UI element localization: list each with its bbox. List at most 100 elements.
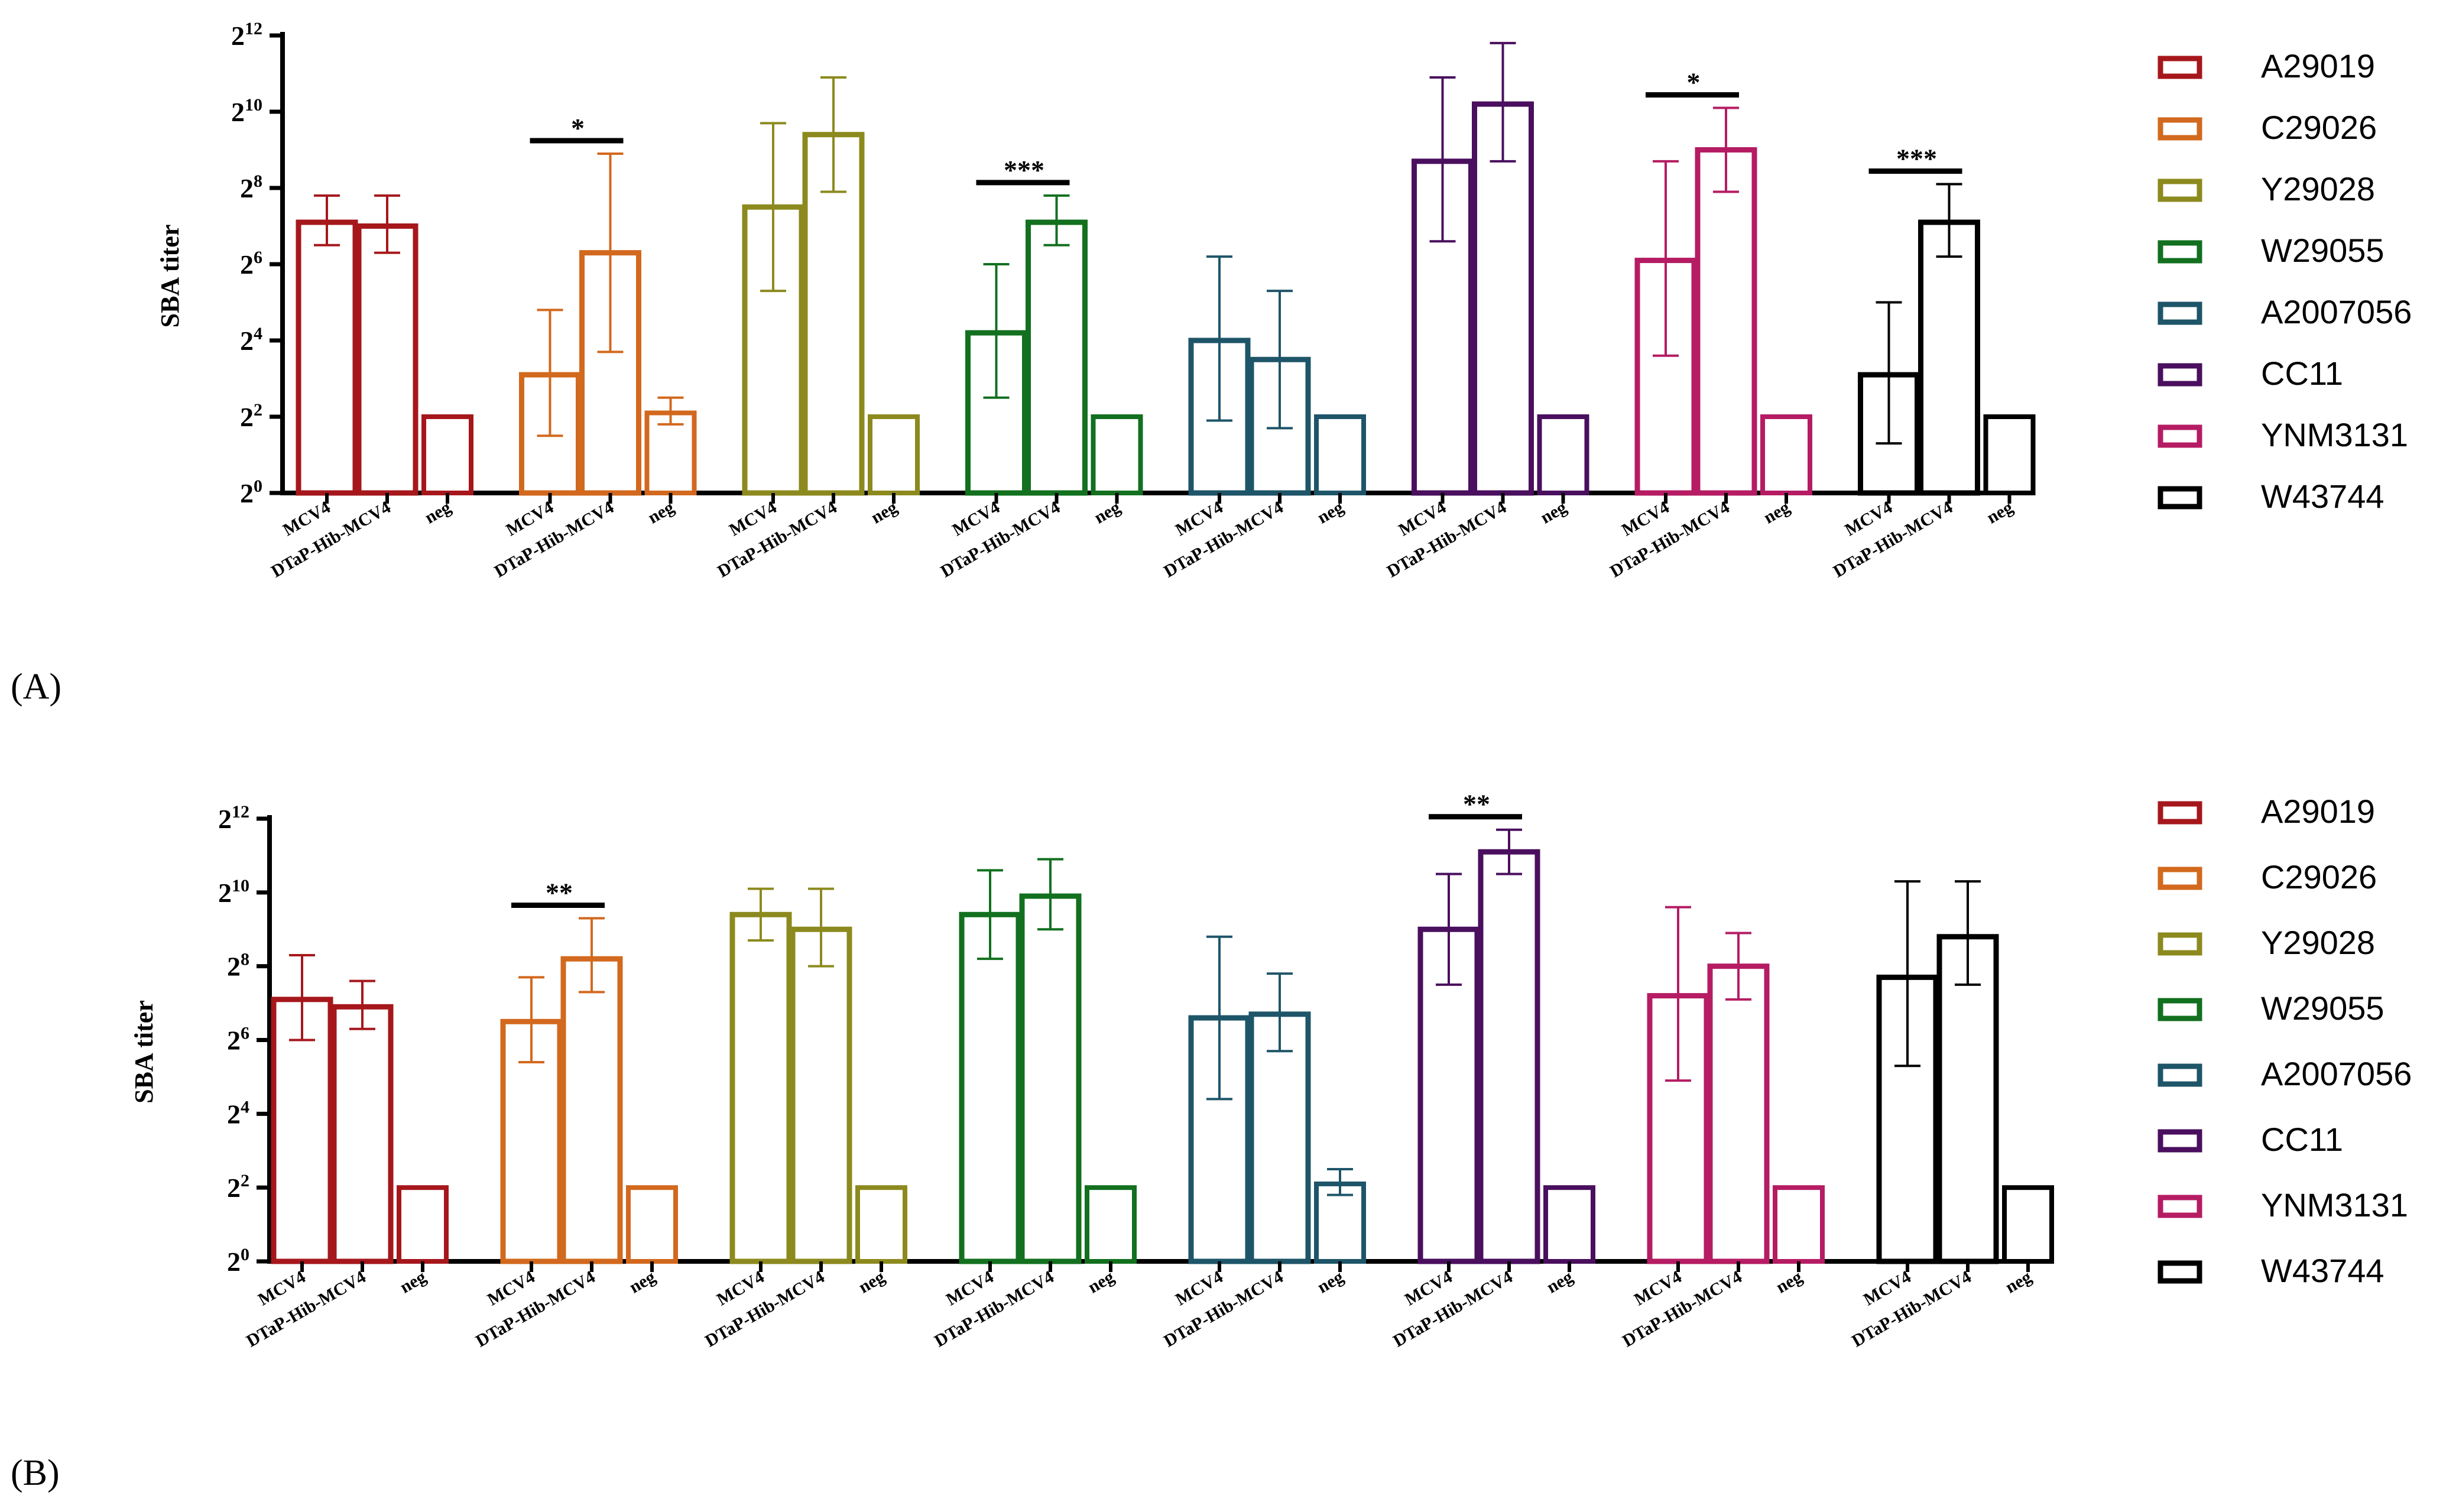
legend-label: YNM3131 (2261, 416, 2408, 453)
error-bar (1436, 872, 1462, 986)
legend-label: W43744 (2261, 1252, 2384, 1289)
legend-item: W29055 (2158, 232, 2384, 269)
x-tick-label: neg (1543, 1267, 1576, 1297)
bar-neg (1091, 414, 1143, 495)
significance-label: ** (1463, 789, 1490, 819)
bar (296, 219, 358, 496)
legend-label: Y29028 (2261, 170, 2375, 207)
x-tick-label: neg (397, 1267, 429, 1297)
y-tick-label: 20 (227, 1245, 249, 1277)
x-tick-label: neg (626, 1267, 658, 1297)
bar (729, 911, 792, 1264)
x-tick-label: neg (1091, 497, 1124, 527)
y-tick-label: 24 (227, 1097, 249, 1129)
error-bar (1043, 194, 1070, 246)
y-tick-label: 210 (218, 876, 249, 908)
legend-item: YNM3131 (2158, 416, 2408, 453)
legend-swatch (2158, 117, 2202, 141)
y-tick-label: 26 (240, 248, 262, 280)
x-tick-label: neg (855, 1267, 888, 1297)
error-bar (1665, 906, 1691, 1082)
legend-item: W29055 (2158, 989, 2384, 1027)
bar (1918, 219, 1980, 496)
legend-label: A2007056 (2261, 1055, 2412, 1092)
legend-swatch (2158, 867, 2202, 890)
legend-label: C29026 (2261, 858, 2377, 895)
legend-swatch (2158, 424, 2202, 448)
error-bar (657, 396, 684, 426)
error-bar (289, 953, 315, 1041)
error-bar (314, 194, 340, 246)
error-bar (1429, 76, 1456, 243)
bar (1019, 893, 1082, 1264)
bar (1478, 849, 1540, 1264)
bar-neg (855, 1185, 907, 1264)
y-tick-label: 24 (240, 324, 262, 356)
legend-item: W43744 (2158, 478, 2384, 515)
bar (356, 223, 418, 496)
error-bar (1496, 828, 1522, 875)
error-bar (1327, 1167, 1353, 1196)
error-bar (760, 122, 786, 293)
bar-neg (1537, 414, 1589, 495)
bar-neg (421, 414, 473, 495)
bar-neg (868, 414, 920, 495)
error-bar (374, 194, 400, 254)
bar-neg (1085, 1185, 1137, 1264)
legend-item: CC11 (2158, 355, 2343, 392)
error-bar (1037, 858, 1063, 931)
x-tick-label: neg (1537, 497, 1570, 527)
y-tick-label: 22 (227, 1171, 249, 1203)
legend-swatch (2158, 1260, 2202, 1284)
legend-item: Y29028 (2158, 924, 2375, 961)
bar-neg (1760, 414, 1812, 495)
legend-item: CC11 (2158, 1121, 2343, 1158)
legend-label: Y29028 (2261, 924, 2375, 961)
significance-label: * (1687, 67, 1701, 98)
y-tick-label: 210 (231, 95, 262, 127)
legend-swatch (2158, 932, 2202, 956)
legend-item: A2007056 (2158, 1055, 2412, 1092)
legend-swatch (2158, 301, 2202, 325)
bar (560, 956, 623, 1264)
y-tick-label: 28 (240, 171, 262, 203)
x-tick-label: neg (1760, 497, 1793, 527)
error-bar (1490, 41, 1516, 163)
error-bar (1206, 935, 1232, 1101)
error-bar (1206, 255, 1232, 422)
bar-neg (397, 1185, 449, 1264)
x-tick-label: neg (421, 497, 454, 527)
x-tick-label: neg (1085, 1267, 1117, 1297)
legend-swatch (2158, 1195, 2202, 1218)
legend-item: A2007056 (2158, 293, 2412, 330)
legend-item: W43744 (2158, 1252, 2384, 1289)
y-tick-label: 212 (218, 802, 249, 834)
y-tick-label: 20 (240, 476, 262, 508)
legend-swatch (2158, 179, 2202, 202)
legend-swatch (2158, 1129, 2202, 1153)
error-bar (1955, 880, 1981, 986)
bar (1707, 963, 1770, 1264)
legend-label: A29019 (2261, 47, 2375, 85)
error-bar (808, 887, 834, 968)
error-bar (1713, 106, 1739, 193)
legend-label: A2007056 (2261, 293, 2412, 330)
legend-label: CC11 (2261, 355, 2343, 392)
error-bar (820, 76, 846, 193)
error-bar (579, 917, 605, 994)
x-tick-label: neg (868, 497, 900, 527)
bar-neg (1983, 414, 2036, 495)
error-bar (1876, 301, 1902, 445)
y-axis-label: SBA titer (129, 1000, 158, 1104)
error-bar (518, 976, 544, 1063)
bar (1026, 219, 1088, 496)
error-bar (1267, 290, 1293, 430)
legend-item: A29019 (2158, 793, 2375, 830)
bar (959, 911, 1021, 1264)
significance-label: *** (1004, 155, 1044, 185)
legend-item: YNM3131 (2158, 1186, 2408, 1224)
legend-swatch (2158, 486, 2202, 510)
